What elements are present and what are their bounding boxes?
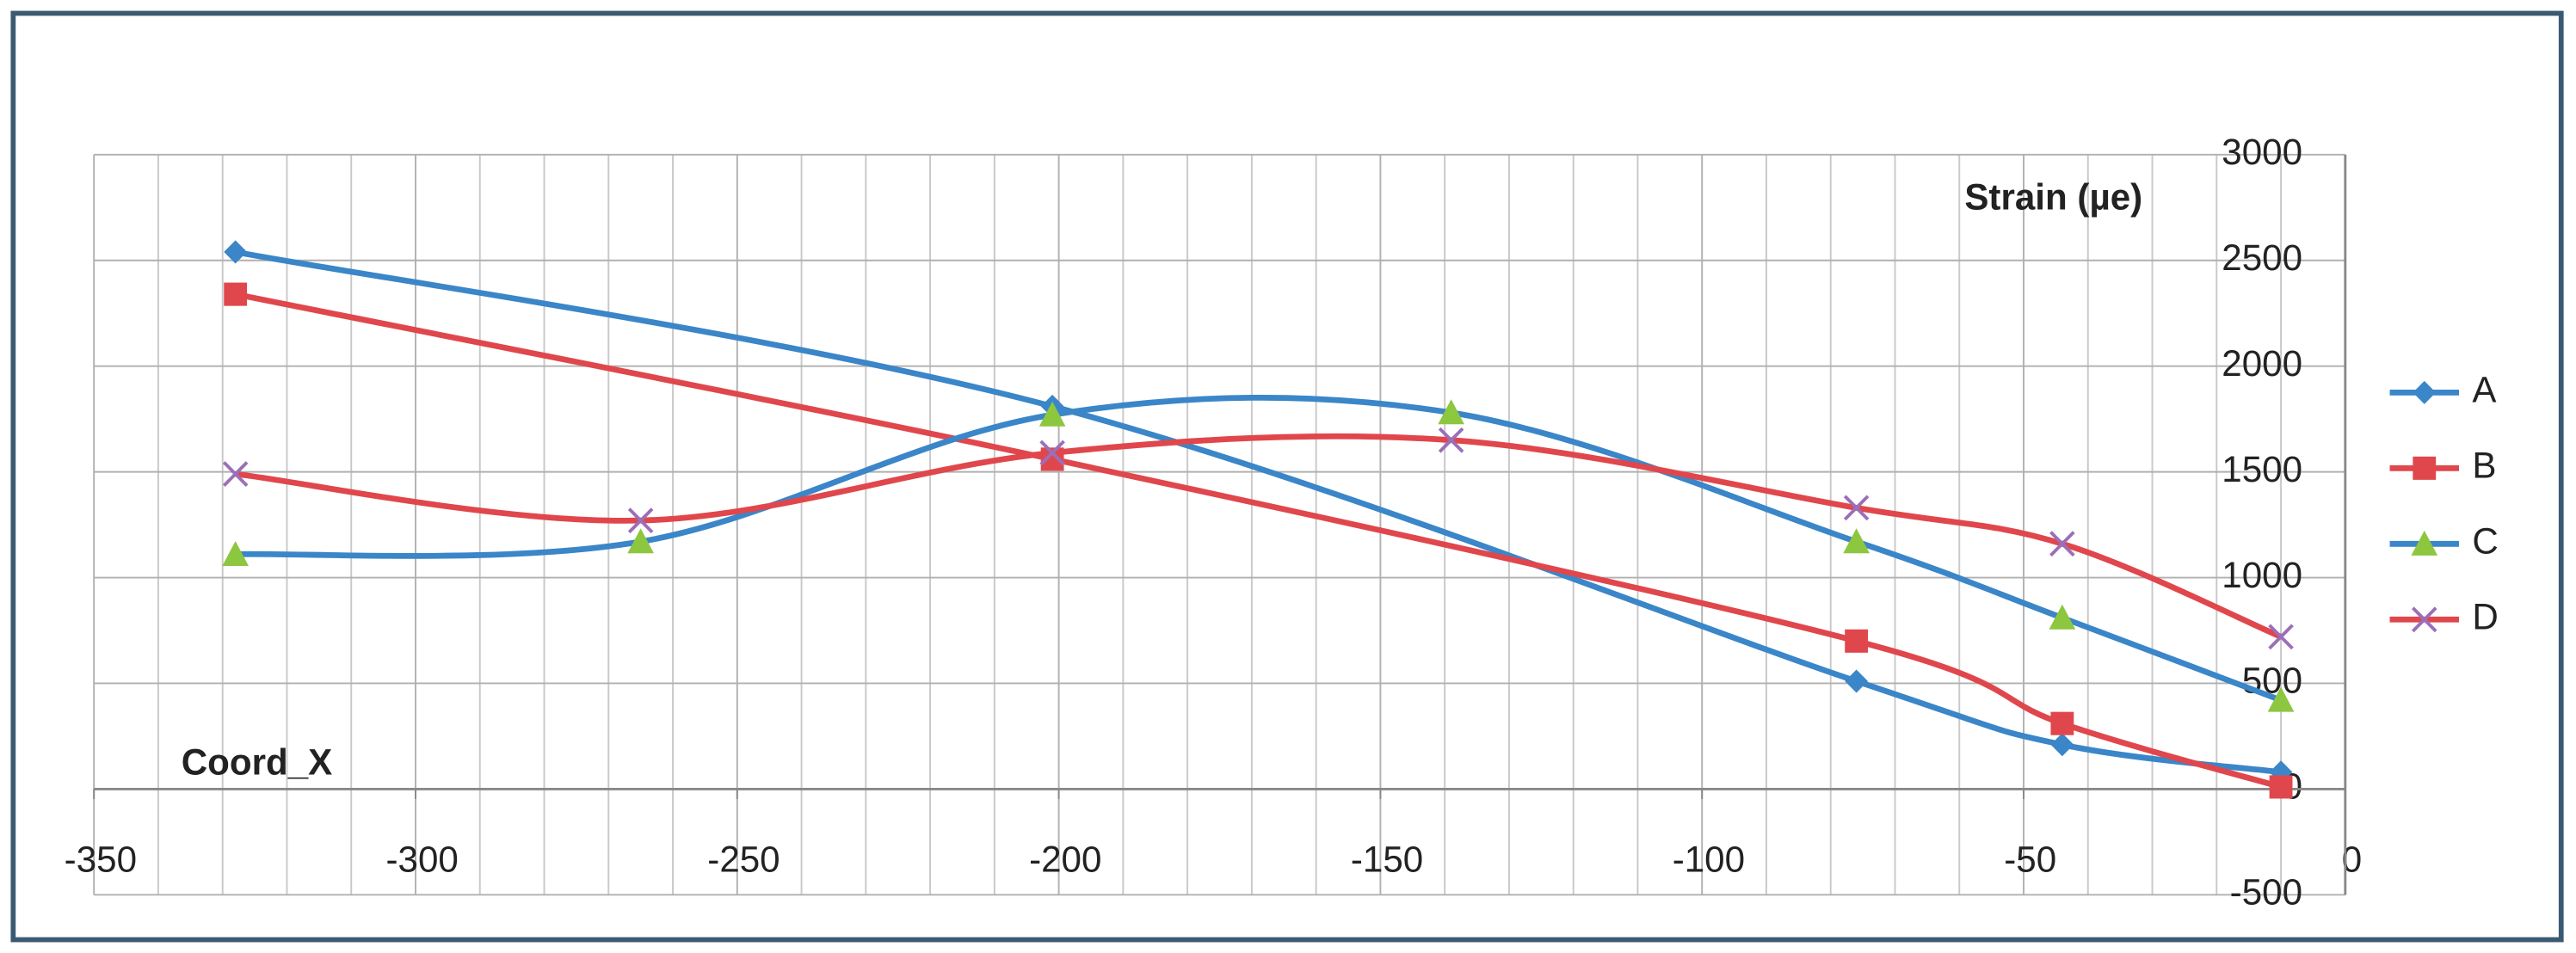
marker (2411, 530, 2438, 556)
chart-border (10, 10, 2564, 943)
labels: Strain (µe) Coord_X (182, 176, 2143, 783)
marker (2268, 624, 2294, 650)
legend-label: D (2472, 596, 2498, 636)
marker (2267, 686, 2295, 712)
y-tick-label: 1500 (2222, 449, 2302, 489)
legend-label: C (2472, 520, 2498, 561)
marker (2412, 606, 2437, 633)
marker (1843, 528, 1870, 554)
marker (2269, 775, 2293, 799)
x-tick-label: -250 (707, 839, 780, 880)
marker (2413, 456, 2437, 480)
marker (1438, 399, 1464, 425)
marker (627, 507, 654, 534)
marker (1843, 495, 1870, 521)
y-tick-label: -500 (2230, 871, 2302, 912)
grid: -350-300-250-200-150-100-500-50005001000… (65, 132, 2363, 913)
marker (2049, 531, 2075, 557)
marker (1845, 629, 1869, 653)
marker (2050, 711, 2074, 735)
x-tick-label: 0 (2342, 839, 2362, 880)
legend-label: A (2472, 369, 2497, 409)
series-line (235, 433, 2283, 640)
marker (1438, 427, 1464, 453)
x-tick-label: -200 (1029, 839, 1101, 880)
x-tick-label: -100 (1673, 839, 1745, 880)
marker (627, 528, 654, 554)
marker (224, 282, 248, 306)
marker (1038, 401, 1066, 427)
marker (2049, 604, 2076, 630)
marker (222, 541, 249, 567)
y-tick-label: 3000 (2222, 132, 2302, 172)
marker (222, 461, 249, 487)
x-axis-title: Coord_X (182, 742, 333, 783)
marker (1039, 440, 1065, 466)
marker (1845, 669, 1869, 693)
y-tick-label: 2000 (2222, 343, 2302, 384)
x-tick-label: -50 (2004, 839, 2056, 880)
x-tick-label: -150 (1351, 839, 1423, 880)
y-tick-label: 1000 (2222, 555, 2302, 595)
legend-label: B (2472, 445, 2496, 485)
x-tick-label: -300 (385, 839, 458, 880)
x-tick-label: -350 (65, 839, 137, 880)
plot (222, 240, 2295, 799)
y-tick-label: 2500 (2222, 237, 2302, 278)
y-axis-title: Strain (µe) (1964, 176, 2142, 217)
